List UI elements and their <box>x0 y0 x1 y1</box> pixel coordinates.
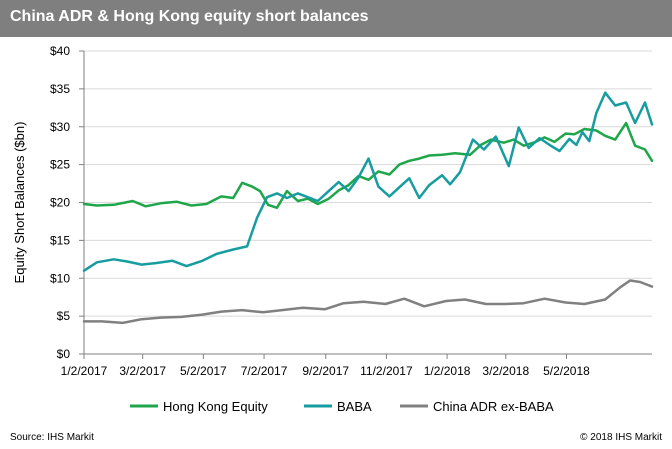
series-line-baba <box>82 91 654 272</box>
source-note: Source: IHS Markit <box>10 432 94 443</box>
x-tick-label: 5/2/2018 <box>543 364 590 378</box>
legend-label: China ADR ex-BABA <box>433 399 554 414</box>
y-tick-label: $0 <box>57 347 71 361</box>
x-tick-label: 11/2/2017 <box>360 364 413 378</box>
chart-title-bar: China ADR & Hong Kong equity short balan… <box>0 0 672 37</box>
y-tick-label: $15 <box>50 233 70 247</box>
y-tick-labels: $0 $5 $10 $15 $20 $25 $30 $35 $40 <box>50 44 70 361</box>
legend-label: Hong Kong Equity <box>163 399 268 414</box>
x-tick-label: 3/2/2017 <box>119 364 166 378</box>
y-tick-label: $30 <box>50 120 70 134</box>
series-line-china-adr-ex-baba <box>82 279 654 325</box>
y-axis-label: Equity Short Balances ($bn) <box>12 122 27 284</box>
x-tick-label: 5/2/2017 <box>180 364 227 378</box>
y-tick-label: $5 <box>57 309 71 323</box>
x-tick-label: 7/2/2017 <box>241 364 288 378</box>
legend: Hong Kong Equity BABA China ADR ex-BABA <box>130 399 554 414</box>
y-tick-label: $20 <box>50 196 70 210</box>
x-tick-label: 3/2/2018 <box>482 364 529 378</box>
series-lines <box>82 91 654 325</box>
chart-title: China ADR & Hong Kong equity short balan… <box>10 8 369 25</box>
x-tick-label: 1/2/2018 <box>424 364 471 378</box>
y-tick-label: $35 <box>50 82 70 96</box>
legend-label: BABA <box>337 399 372 414</box>
axes <box>79 50 652 359</box>
y-tick-label: $10 <box>50 271 70 285</box>
y-tick-label: $25 <box>50 158 70 172</box>
copyright-note: © 2018 IHS Markit <box>580 432 662 443</box>
x-tick-label: 1/2/2017 <box>61 364 108 378</box>
gridlines <box>84 50 652 317</box>
line-chart: $0 $5 $10 $15 $20 $25 $30 $35 $40 1/2/2017 3/2/20… <box>12 44 654 414</box>
series-line-hong-kong-equity <box>82 121 654 210</box>
y-tick-label: $40 <box>50 44 70 58</box>
x-tick-labels: 1/2/2017 3/2/2017 5/2/2017 7/2/2017 9/2/2017… <box>61 364 590 378</box>
x-tick-label: 9/2/2017 <box>302 364 349 378</box>
